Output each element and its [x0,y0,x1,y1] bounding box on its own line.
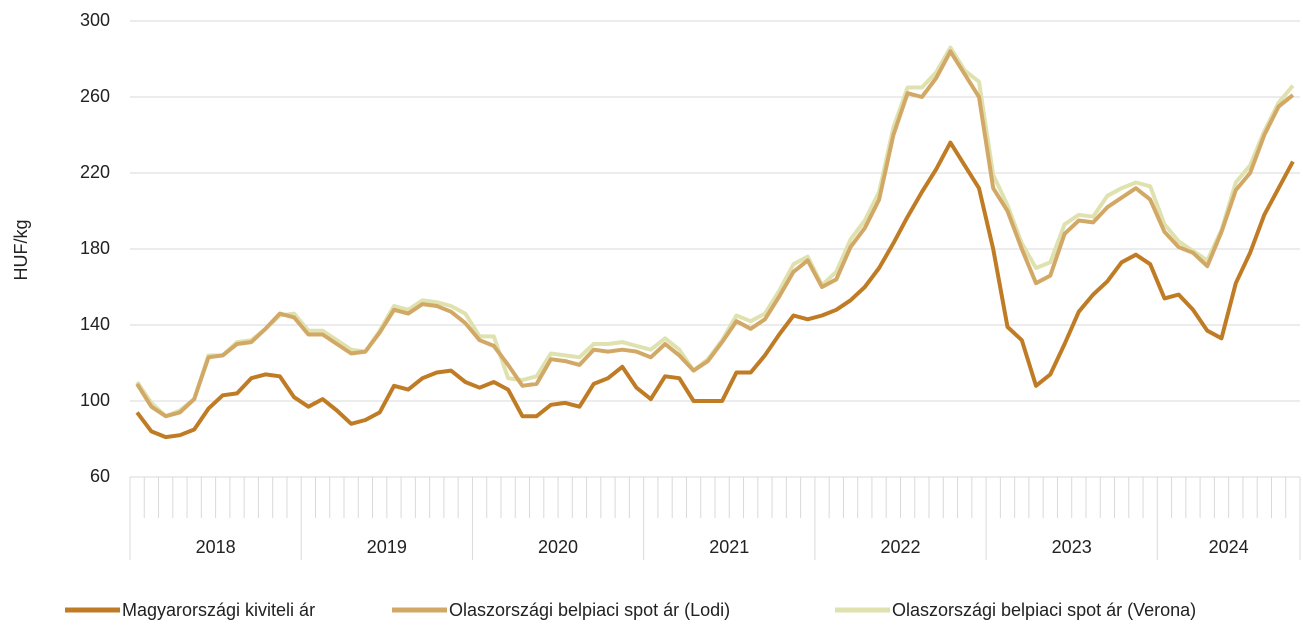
group-label: 2019 [367,537,407,557]
y-axis-label: HUF/kg [11,219,31,280]
y-tick-label: 180 [80,238,110,258]
y-tick-label: 260 [80,86,110,106]
group-label: 2024 [1209,537,1249,557]
group-label: 2022 [880,537,920,557]
y-tick-label: 220 [80,162,110,182]
y-tick-label: 140 [80,314,110,334]
group-label: 2018 [196,537,236,557]
series-line [135,45,1295,419]
y-tick-label: 60 [90,466,110,486]
series-line [135,49,1295,419]
legend-label: Magyarországi kiviteli ár [122,600,315,620]
group-label: 2021 [709,537,749,557]
group-label: 2020 [538,537,578,557]
y-tick-label: 300 [80,10,110,30]
legend-label: Olaszországi belpiaci spot ár (Lodi) [449,600,730,620]
group-label: 2023 [1052,537,1092,557]
legend-label: Olaszországi belpiaci spot ár (Verona) [892,600,1196,620]
series-line [135,140,1295,440]
y-tick-label: 100 [80,390,110,410]
